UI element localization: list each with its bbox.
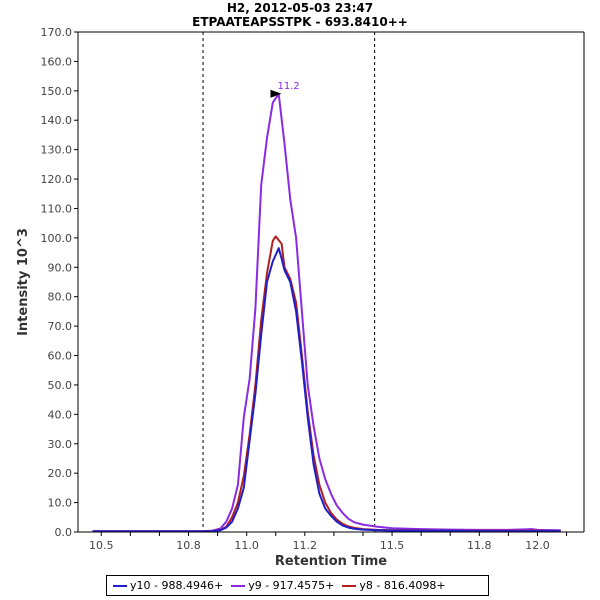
plot-area xyxy=(78,32,584,532)
y-tick-label: 80.0 xyxy=(48,291,73,304)
y-tick-label: 10.0 xyxy=(48,497,73,510)
legend-swatch-y8 xyxy=(342,584,357,587)
y-tick-label: 140.0 xyxy=(41,114,73,127)
y-tick-label: 20.0 xyxy=(48,467,73,480)
peak-label: 11.2 xyxy=(277,81,299,92)
peak-annotation: 11.2 xyxy=(270,81,300,98)
y-tick-label: 40.0 xyxy=(48,408,73,421)
x-tick-label: 11.8 xyxy=(467,539,492,552)
legend: y10 - 988.4946+ y9 - 917.4575+ y8 - 816.… xyxy=(106,575,489,596)
legend-label-y9: y9 - 917.4575+ xyxy=(248,579,335,592)
series-line-y10 xyxy=(92,247,561,533)
x-tick-label: 10.5 xyxy=(89,539,114,552)
y-tick-label: 90.0 xyxy=(48,261,73,274)
x-tick-label: 10.8 xyxy=(176,539,201,552)
x-tick-label: 11.5 xyxy=(380,539,405,552)
y-tick-label: 70.0 xyxy=(48,320,73,333)
y-tick-label: 100.0 xyxy=(41,232,73,245)
y-axis-ticks: 0.0 10.0 20.0 30.0 40.0 50.0 60.0 70.0 80.0 90.0 1… xyxy=(41,26,78,539)
y-tick-label: 60.0 xyxy=(48,350,73,363)
chart-title: H2, 2012-05-03 23:47 xyxy=(226,1,374,15)
y-tick-label: 120.0 xyxy=(41,173,73,186)
x-axis-ticks: 10.5 10.8 11.0 11.2 11.5 11.8 12.0 xyxy=(89,532,568,552)
y-axis-label: Intensity 10^3 xyxy=(16,228,31,336)
y-tick-label: 110.0 xyxy=(41,202,73,215)
integration-boundaries xyxy=(202,32,376,532)
y-tick-label: 30.0 xyxy=(48,438,73,451)
series-lines xyxy=(92,92,561,533)
y-tick-label: 150.0 xyxy=(41,85,73,98)
chart-subtitle: ETPAATEAPSSTPK - 693.8410++ xyxy=(192,15,408,29)
y-tick-label: 160.0 xyxy=(41,55,73,68)
x-tick-label: 11.2 xyxy=(293,539,318,552)
legend-label-y8: y8 - 816.4098+ xyxy=(359,579,446,592)
x-tick-label: 12.0 xyxy=(525,539,550,552)
y-tick-label: 170.0 xyxy=(41,26,73,39)
x-tick-label: 11.0 xyxy=(234,539,259,552)
y-tick-label: 130.0 xyxy=(41,144,73,157)
y-tick-label: 50.0 xyxy=(48,379,73,392)
legend-item-y10[interactable]: y10 - 988.4946+ xyxy=(113,579,223,592)
peak-arrow-icon xyxy=(270,89,282,98)
legend-swatch-y10 xyxy=(113,584,127,587)
x-axis-label: Retention Time xyxy=(275,554,387,569)
legend-item-y8[interactable]: y8 - 816.4098+ xyxy=(342,579,446,592)
y-tick-label: 0.0 xyxy=(55,526,73,539)
series-line-y9 xyxy=(92,92,561,533)
legend-swatch-y9 xyxy=(231,584,246,587)
legend-label-y10: y10 - 988.4946+ xyxy=(130,579,224,592)
legend-item-y9[interactable]: y9 - 917.4575+ xyxy=(231,579,334,592)
